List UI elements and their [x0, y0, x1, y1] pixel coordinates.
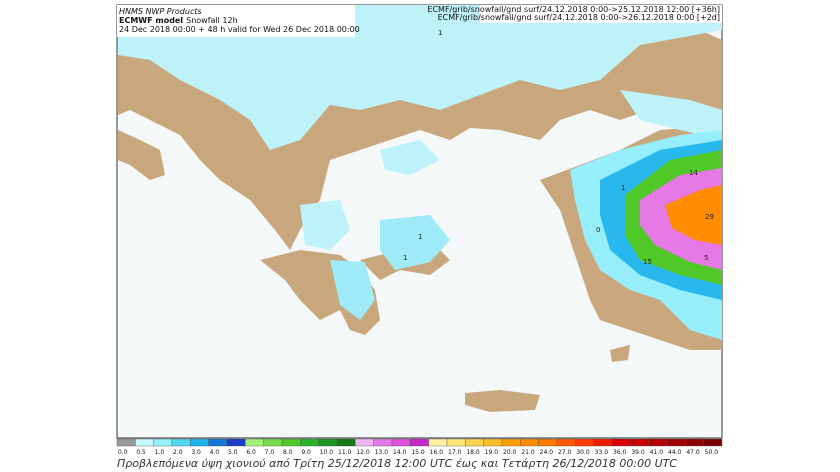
- colorbar-swatch: [556, 438, 576, 447]
- map-label: 15: [643, 258, 652, 266]
- map-label: 5: [704, 254, 708, 262]
- colorbar-swatch: [263, 438, 283, 447]
- colorbar-label: 13.0: [375, 449, 389, 456]
- colorbar-label: 8.0: [283, 449, 293, 456]
- colorbar-swatch: [611, 438, 631, 447]
- colorbar-label: 39.0: [631, 449, 645, 456]
- colorbar-swatch: [208, 438, 228, 447]
- colorbar-swatch: [281, 438, 301, 447]
- header-right-line: ECMF/grib/snowfall/gnd surf/24.12.2018 0…: [427, 5, 720, 14]
- colorbar-label: 47.0: [686, 449, 700, 456]
- header-valid: 24 Dec 2018 00:00 + 48 h valid for Wed 2…: [119, 25, 360, 34]
- snowfall-areas: [118, 5, 722, 340]
- colorbar-label: 15.0: [411, 449, 425, 456]
- colorbar-swatch: [116, 438, 136, 447]
- colorbar-swatch: [336, 438, 356, 447]
- colorbar-label: 2.0: [173, 449, 183, 456]
- colorbar-swatch: [226, 438, 246, 447]
- colorbar-label: 33.0: [595, 449, 609, 456]
- colorbar-swatch: [501, 438, 521, 447]
- colorbar-label: 11.0: [338, 449, 352, 456]
- header-right-line: ECMF/grib/snowfall/gnd surf/24.12.2018 0…: [438, 13, 720, 22]
- colorbar-label: 20.0: [503, 449, 517, 456]
- map-label: 1: [438, 29, 442, 37]
- colorbar-swatch: [520, 438, 539, 447]
- colorbar-label: 12.0: [356, 449, 370, 456]
- colorbar-swatch: [648, 438, 668, 447]
- colorbar-swatch: [538, 438, 558, 447]
- colorbar-swatch: [465, 438, 484, 447]
- colorbar-swatch: [355, 438, 374, 447]
- colorbar-swatch: [446, 438, 466, 447]
- colorbar-swatch: [171, 438, 191, 447]
- colorbar-swatch: [575, 438, 594, 447]
- colorbar-label: 21.0: [521, 449, 535, 456]
- colorbar-label: 4.0: [210, 449, 220, 456]
- colorbar-label: 3.0: [191, 449, 201, 456]
- colorbar: 0.0 0.5 1.0 2.0 3.0 4.0 5.0 6.0 7.0 8.0 9.0 10.0 11.…: [116, 438, 723, 456]
- colorbar-label: 5.0: [228, 449, 238, 456]
- colorbar-label: 14.0: [393, 449, 407, 456]
- colorbar-swatch: [300, 438, 319, 447]
- colorbar-swatch: [666, 438, 686, 447]
- header-field: Snowfall 12h: [186, 16, 238, 25]
- colorbar-swatch: [593, 438, 613, 447]
- colorbar-swatch: [391, 438, 411, 447]
- colorbar-label: 0.5: [136, 449, 146, 456]
- colorbar-label: 1.0: [155, 449, 165, 456]
- colorbar-swatch: [153, 438, 173, 447]
- colorbar-swatch: [318, 438, 338, 447]
- colorbar-swatch: [410, 438, 429, 447]
- header-model-name: ECMWF model: [119, 16, 183, 25]
- map-label: 1: [418, 233, 422, 241]
- header-right-box: [480, 5, 722, 23]
- colorbar-label: 27.0: [558, 449, 572, 456]
- colorbar-swatch: [245, 438, 264, 447]
- map-labels: 1 1 1 1 0 14 29 15 5: [403, 29, 714, 266]
- map-label: 1: [403, 254, 407, 262]
- colorbar-label: 44.0: [668, 449, 682, 456]
- header: HNMS NWP Products ECMWF model Snowfall 12…: [117, 5, 722, 37]
- colorbar-swatch: [483, 438, 503, 447]
- map-label: 1: [621, 184, 625, 192]
- colorbar-label: 19.0: [485, 449, 499, 456]
- colorbar-swatch: [630, 438, 649, 447]
- colorbar-label: 0.0: [118, 449, 128, 456]
- map-label: 0: [596, 226, 600, 234]
- map-label: 14: [689, 169, 698, 177]
- colorbar-label: 16.0: [430, 449, 444, 456]
- colorbar-label: 9.0: [301, 449, 311, 456]
- header-box: [117, 5, 355, 37]
- colorbar-swatch: [428, 438, 448, 447]
- colorbar-label: 18.0: [466, 449, 480, 456]
- colorbar-label: 10.0: [320, 449, 334, 456]
- map-label: 29: [705, 213, 714, 221]
- header-model: ECMWF model Snowfall 12h: [119, 16, 238, 25]
- header-source: HNMS NWP Products: [119, 7, 202, 16]
- colorbar-label: 30.0: [576, 449, 590, 456]
- colorbar-swatch: [190, 438, 209, 447]
- colorbar-swatch: [373, 438, 393, 447]
- colorbar-label: 41.0: [650, 449, 664, 456]
- colorbar-swatch: [703, 438, 723, 447]
- colorbar-label: 50.0: [705, 449, 719, 456]
- colorbar-label: 7.0: [265, 449, 275, 456]
- colorbar-swatch: [685, 438, 704, 447]
- caption: Προβλεπόμενα ύψη χιονιού από Τρίτη 25/12…: [117, 457, 677, 470]
- colorbar-label: 24.0: [540, 449, 554, 456]
- colorbar-label: 36.0: [613, 449, 627, 456]
- colorbar-label: 17.0: [448, 449, 462, 456]
- colorbar-label: 6.0: [246, 449, 256, 456]
- colorbar-swatch: [135, 438, 154, 447]
